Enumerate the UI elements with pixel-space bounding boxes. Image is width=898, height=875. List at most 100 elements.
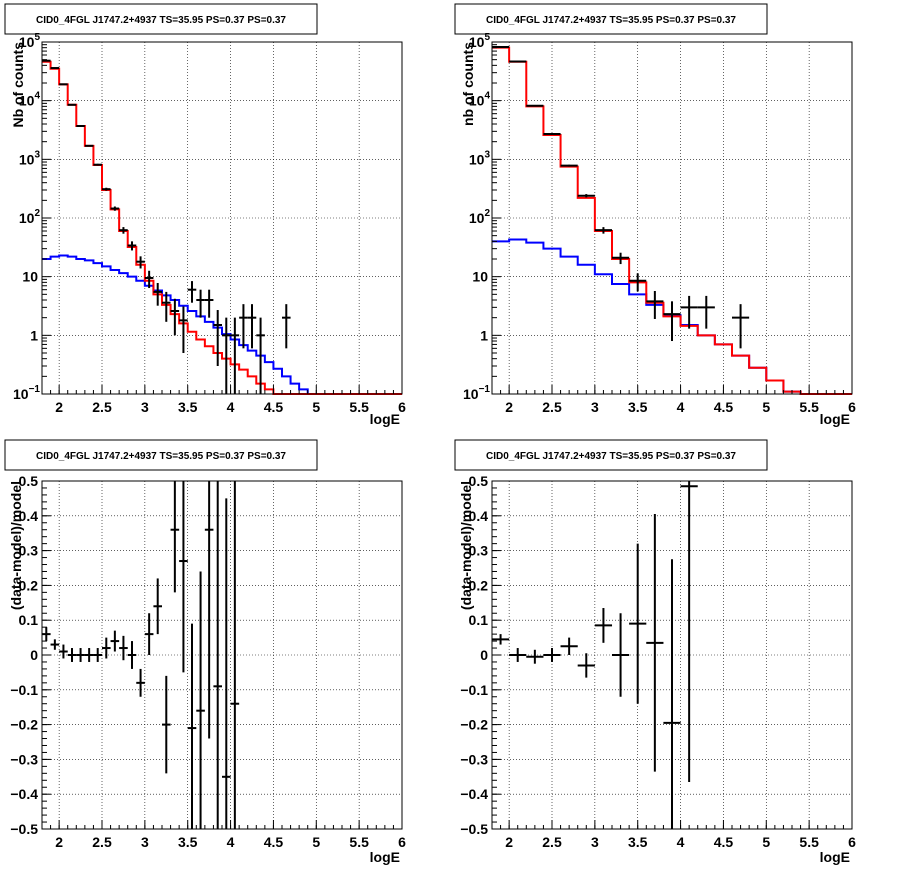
data-point (187, 623, 197, 829)
data-point (560, 637, 578, 655)
data-point (213, 481, 223, 829)
y-tick-label: −0.3 (10, 751, 38, 767)
data-point (187, 281, 197, 303)
y-tick-label: 0 (480, 647, 488, 663)
data-point (611, 613, 630, 697)
title-box (454, 3, 768, 35)
data-point (119, 635, 128, 661)
data-point (119, 227, 128, 234)
data-point (144, 270, 154, 289)
data-point (144, 613, 154, 655)
x-tick-label: 5 (762, 834, 770, 850)
y-tick-label: 102 (19, 208, 41, 226)
x-tick-label: 2.5 (542, 399, 562, 415)
data-point (239, 304, 248, 349)
data-point (136, 256, 145, 269)
y-tick-label: −0.5 (460, 821, 488, 837)
data-point (59, 644, 68, 659)
data-point (526, 104, 544, 107)
x-tick-label: 6 (398, 834, 406, 850)
y-tick-label: 105 (469, 32, 491, 50)
chart-title: CID0_4FGL J1747.2+4937 TS=35.95 PS=0.37 … (486, 15, 736, 26)
title-box (454, 439, 768, 471)
data-point (102, 187, 111, 191)
y-tick-label: −0.1 (10, 682, 38, 698)
data-point (204, 289, 214, 318)
data-point (179, 481, 188, 673)
x-tick-label: 6 (848, 399, 856, 415)
y-tick-label: 0.4 (469, 508, 489, 524)
data-point (282, 304, 291, 349)
data-point (543, 133, 561, 136)
data-point (153, 578, 163, 635)
y-axis-title: nb of counts (460, 42, 476, 126)
y-tick-label: 0.2 (19, 577, 39, 593)
x-tick-label: 5.5 (799, 399, 819, 415)
data-point (663, 559, 681, 829)
y-tick-label: 10−1 (463, 384, 490, 402)
x-tick-label: 2 (505, 834, 513, 850)
chart-title: CID0_4FGL J1747.2+4937 TS=35.95 PS=0.37 … (486, 451, 736, 462)
data-point (93, 648, 103, 662)
x-axis-title: logE (820, 849, 850, 865)
x-tick-label: 2 (55, 834, 63, 850)
data-point (84, 144, 94, 147)
panel-residual-left: CID0_4FGL J1747.2+4937 TS=35.95 PS=0.37 … (4, 439, 406, 865)
y-tick-label: −0.2 (10, 717, 38, 733)
data-point (153, 282, 162, 306)
x-tick-label: 3 (141, 834, 149, 850)
y-tick-label: 0.1 (469, 612, 489, 628)
data-point (213, 310, 222, 367)
x-tick-label: 3.5 (178, 399, 198, 415)
data-point (594, 227, 612, 234)
title-box (4, 3, 318, 35)
data-point (629, 273, 647, 292)
data-point (663, 301, 681, 342)
x-tick-label: 5.5 (349, 834, 369, 850)
y-tick-label: 0.3 (19, 543, 39, 559)
data-point (560, 164, 578, 167)
panel-counts-left: CID0_4FGL J1747.2+4937 TS=35.95 PS=0.37 … (4, 3, 406, 427)
data-point (221, 498, 231, 829)
y-tick-label: 0.5 (469, 473, 489, 489)
data-point (509, 648, 527, 662)
data-point (577, 653, 595, 678)
x-tick-label: 3.5 (628, 834, 648, 850)
data-point (136, 668, 145, 697)
data-point (161, 675, 171, 774)
histogram-step-line (492, 46, 852, 395)
y-tick-label: 0 (30, 647, 38, 663)
x-tick-label: 2 (505, 399, 513, 415)
data-point (101, 637, 111, 659)
x-tick-label: 5 (312, 834, 320, 850)
x-tick-label: 4.5 (264, 399, 284, 415)
x-tick-label: 3 (591, 834, 599, 850)
x-tick-label: 2 (55, 399, 63, 415)
data-point (76, 648, 85, 662)
x-tick-label: 4 (677, 399, 685, 415)
data-point (732, 304, 750, 349)
y-tick-label: −0.1 (460, 682, 488, 698)
y-tick-label: 1 (30, 327, 38, 343)
chart-title: CID0_4FGL J1747.2+4937 TS=35.95 PS=0.37 … (36, 15, 286, 26)
x-tick-label: 4.5 (264, 834, 284, 850)
x-axis-title: logE (370, 411, 400, 427)
data-point (543, 648, 561, 662)
data-point (162, 291, 171, 322)
x-tick-label: 2.5 (92, 834, 112, 850)
data-point (697, 295, 715, 329)
data-point (629, 543, 647, 704)
y-axis-title: (data-model)/model (8, 481, 24, 610)
y-tick-label: −0.3 (460, 751, 488, 767)
data-point (67, 103, 77, 106)
data-point (50, 639, 60, 650)
y-tick-label: 105 (19, 32, 41, 50)
data-point (204, 481, 214, 739)
y-tick-label: 104 (469, 91, 491, 109)
data-point (256, 317, 265, 394)
y-tick-label: 103 (19, 149, 41, 167)
data-point (196, 571, 205, 829)
x-tick-label: 3.5 (628, 399, 648, 415)
data-point (646, 290, 664, 319)
histogram-step-line (42, 60, 402, 395)
